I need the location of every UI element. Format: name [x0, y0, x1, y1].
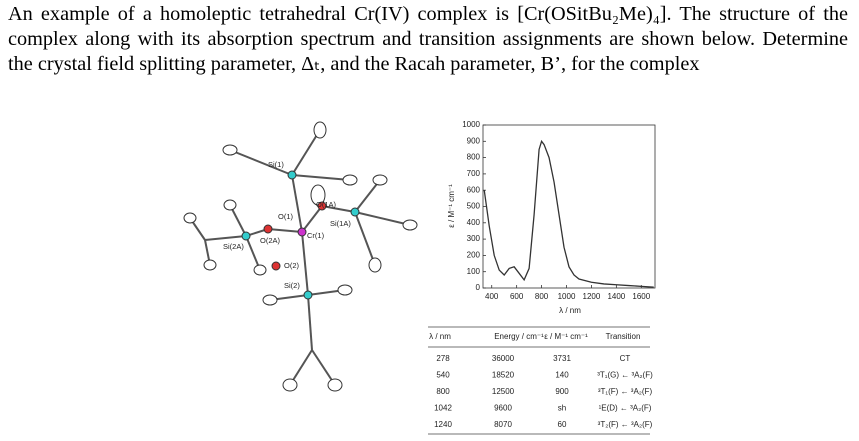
table-cell: 36000: [492, 354, 515, 363]
spectrum-line: [483, 139, 654, 288]
table-cell: 18520: [492, 371, 515, 380]
table-cell: 9600: [494, 404, 512, 413]
x-tick-label: 1200: [583, 292, 601, 301]
table-cell: 1042: [434, 404, 452, 413]
atom-label: Cr(1): [307, 231, 325, 240]
atom-label: Si(2A): [223, 242, 244, 251]
table-cell: 12500: [492, 387, 515, 396]
y-tick-label: 300: [467, 234, 481, 243]
question: An example of a homoleptic tetrahedral C…: [8, 3, 848, 75]
atom-label: Si(2): [284, 281, 300, 290]
x-tick-label: 1400: [607, 292, 625, 301]
y-tick-label: 400: [467, 218, 481, 227]
y-tick-label: 1000: [462, 120, 480, 129]
y-tick-label: 500: [467, 202, 481, 211]
atom-label: O(2A): [260, 236, 281, 245]
atom-label: Si(1A): [330, 219, 351, 228]
y-tick-label: 200: [467, 251, 481, 260]
table-header: λ / nm: [429, 332, 451, 341]
y-tick-label: 0: [476, 283, 481, 292]
table-cell: 8070: [494, 420, 512, 429]
table-cell: 540: [436, 371, 450, 380]
table-cell: 140: [555, 371, 569, 380]
atom-label: Si(1): [268, 160, 284, 169]
table-cell: 3731: [553, 354, 571, 363]
x-axis-label: λ / nm: [559, 306, 581, 315]
table-cell: ³T₁(F) ← ³A₂(F): [598, 387, 653, 396]
table-cell: 60: [558, 420, 567, 429]
y-tick-label: 600: [467, 185, 481, 194]
table-cell: ³T₁(G) ← ³A₂(F): [597, 371, 653, 380]
x-tick-label: 400: [485, 292, 499, 301]
table-cell: ³T₂(F) ← ³A₂(F): [598, 420, 653, 429]
molecule: [183, 121, 418, 392]
y-tick-label: 900: [467, 136, 481, 145]
table-cell: 1240: [434, 420, 452, 429]
table-cell: sh: [558, 404, 566, 413]
table: [428, 326, 650, 435]
atom-label: O(1A): [316, 200, 337, 209]
table-cell: 900: [555, 387, 569, 396]
x-tick-label: 1000: [558, 292, 576, 301]
x-tick-label: 1600: [632, 292, 650, 301]
table-header: ε / M⁻¹ cm⁻¹: [544, 332, 588, 341]
table-cell: 800: [436, 387, 450, 396]
table-cell: 278: [436, 354, 450, 363]
table-header: Transition: [606, 332, 641, 341]
x-tick-label: 800: [535, 292, 549, 301]
table-header: Energy / cm⁻¹: [494, 332, 544, 341]
atom-labels: Si(1) O(1A) O(1) Si(1A) Cr(1) Si(2A) O(2…: [223, 160, 351, 290]
x-tick-label: 600: [510, 292, 524, 301]
y-tick-label: 700: [467, 169, 481, 178]
y-tick-label: 100: [467, 267, 481, 276]
y-tick-label: 800: [467, 153, 481, 162]
table-cell: CT: [620, 354, 631, 363]
atom-label: O(2): [284, 261, 300, 270]
atom-label: O(1): [278, 212, 294, 221]
y-axis-label: ε / M⁻¹ cm⁻¹: [447, 184, 456, 228]
table-cell: ¹E(D) ← ³A₂(F): [599, 404, 652, 413]
plot-frame: [482, 124, 656, 289]
